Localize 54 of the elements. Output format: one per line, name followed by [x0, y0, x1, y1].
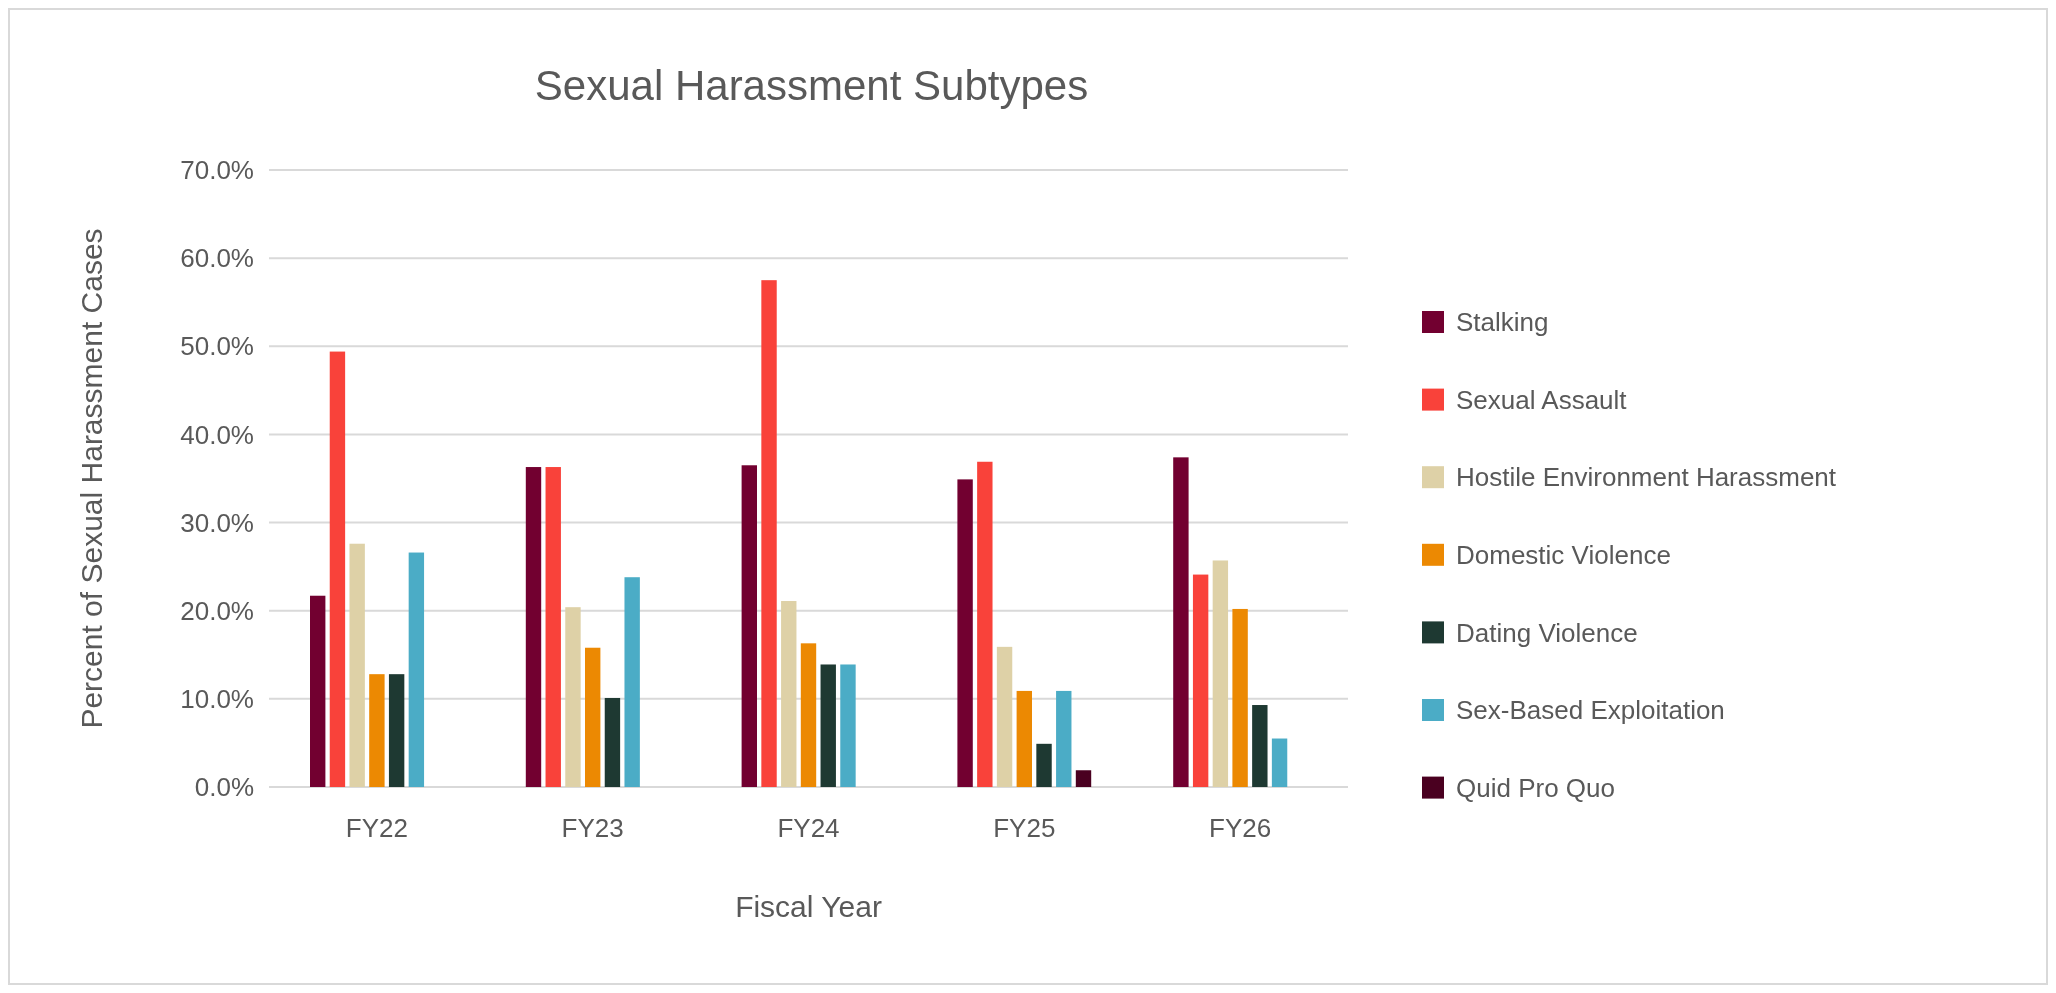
- bar: [545, 467, 561, 787]
- y-tick-label: 10.0%: [180, 683, 254, 714]
- bar: [1173, 457, 1189, 787]
- bar: [1252, 705, 1268, 787]
- bar: [585, 647, 601, 787]
- x-tick-label: FY24: [777, 813, 840, 843]
- legend-label: Hostile Environment Harassment: [1456, 462, 1837, 493]
- y-tick-label: 60.0%: [180, 243, 254, 274]
- chart-title: Sexual Harassment Subtypes: [534, 62, 1089, 109]
- y-tick-label: 70.0%: [180, 155, 254, 186]
- bar: [1232, 608, 1248, 787]
- x-tick-label: FY25: [993, 813, 1056, 843]
- bar: [525, 467, 542, 787]
- bar: [604, 697, 621, 787]
- y-tick-label: 0.0%: [194, 772, 254, 803]
- bar: [1036, 743, 1052, 787]
- bar: [800, 643, 817, 787]
- legend-label: Stalking: [1456, 307, 1549, 338]
- bar: [996, 646, 1013, 787]
- legend-label: Domestic Violence: [1456, 539, 1671, 570]
- bar: [1212, 560, 1229, 787]
- y-tick-label: 30.0%: [180, 507, 254, 538]
- legend-label: Dating Violence: [1456, 617, 1638, 648]
- y-tick-label: 50.0%: [180, 331, 254, 362]
- x-tick-label: FY23: [561, 813, 624, 843]
- y-axis-title: Percent of Sexual Harassment Cases: [75, 228, 108, 729]
- bar: [349, 543, 365, 787]
- legend-label: Quid Pro Quo: [1456, 772, 1615, 803]
- legend-label: Sex-Based Exploitation: [1456, 695, 1725, 726]
- bar: [388, 674, 405, 787]
- bar: [565, 607, 581, 787]
- bar: [820, 664, 836, 787]
- bar: [957, 479, 973, 787]
- bar: [781, 601, 797, 787]
- bar: [1056, 690, 1072, 787]
- bar: [408, 552, 425, 787]
- bar: [624, 577, 640, 787]
- bar: [369, 674, 385, 787]
- y-tick-label: 40.0%: [180, 419, 254, 450]
- y-tick-label: 20.0%: [180, 595, 254, 626]
- bar: [1075, 770, 1092, 787]
- bar: [310, 595, 326, 787]
- x-tick-label: FY22: [345, 813, 408, 843]
- x-tick-label: FY26: [1209, 813, 1272, 843]
- bar: [1271, 738, 1288, 787]
- bar: [1192, 574, 1209, 787]
- bar: [741, 465, 757, 787]
- x-axis-title: Fiscal Year: [735, 890, 882, 923]
- bar: [329, 351, 346, 787]
- legend-label: Sexual Assault: [1456, 384, 1628, 415]
- bar: [840, 664, 856, 787]
- bar: [977, 461, 993, 787]
- bar: [1016, 690, 1032, 787]
- bar: [761, 280, 777, 787]
